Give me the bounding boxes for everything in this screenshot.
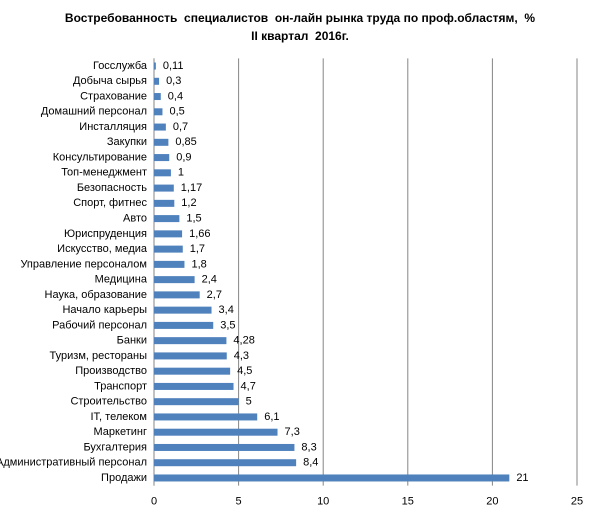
value-label: 0,5: [169, 106, 184, 118]
value-label: 4,7: [241, 380, 256, 392]
value-label: 0,85: [175, 136, 196, 148]
bar: [154, 382, 234, 390]
y-tick-label: Бухгалтерия: [83, 441, 147, 453]
value-label: 4,3: [234, 350, 249, 362]
bar: [154, 352, 227, 360]
value-label: 1,66: [189, 228, 210, 240]
y-tick-label: Инсталляция: [79, 121, 147, 133]
value-label: 5: [246, 396, 252, 408]
bar: [154, 123, 166, 131]
x-tick-label: 20: [486, 496, 498, 508]
y-tick-label: Продажи: [101, 472, 147, 484]
y-tick-label: Банки: [117, 335, 147, 347]
y-tick-label: Управление персоналом: [20, 258, 147, 270]
value-label: 1,7: [190, 243, 205, 255]
value-label: 1,5: [186, 213, 201, 225]
y-tick-label: Госслужба: [93, 60, 148, 72]
bar: [154, 199, 175, 207]
value-label: 8,3: [301, 441, 316, 453]
y-tick-label: IT, телеком: [91, 411, 148, 423]
y-tick-label: Искусство, медиа: [57, 243, 148, 255]
value-label: 3,5: [220, 319, 235, 331]
y-tick-label: Спорт, фитнес: [73, 197, 147, 209]
y-tick-label: Закупки: [107, 136, 147, 148]
value-label: 1,8: [191, 258, 206, 270]
chart-subtitle: II квартал 2016г.: [251, 29, 349, 43]
bar: [154, 77, 160, 85]
y-tick-label: Топ-менеджмент: [61, 167, 147, 179]
value-label: 0,3: [166, 75, 181, 87]
value-label: 7,3: [285, 426, 300, 438]
value-label: 6,1: [264, 411, 279, 423]
bar: [154, 413, 258, 421]
bar: [154, 367, 231, 375]
bar: [154, 62, 156, 70]
bar: [154, 215, 180, 223]
x-tick-label: 0: [151, 496, 157, 508]
y-tick-label: Строительство: [70, 396, 147, 408]
bar: [154, 306, 212, 314]
value-label: 4,28: [233, 335, 254, 347]
value-label: 0,4: [168, 90, 183, 102]
value-label: 0,7: [173, 121, 188, 133]
value-label: 1: [178, 167, 184, 179]
y-tick-label: Юриспруденция: [64, 228, 147, 240]
value-label: 1,2: [181, 197, 196, 209]
y-tick-label: Начало карьеры: [62, 304, 147, 316]
bar: [154, 428, 278, 436]
x-tick-label: 15: [402, 496, 414, 508]
bar: [154, 154, 170, 162]
bar: [154, 169, 171, 177]
y-tick-label: Наука, образование: [45, 289, 147, 301]
bar: [154, 443, 295, 451]
bar: [154, 459, 297, 467]
y-tick-label: Страхование: [80, 90, 147, 102]
x-tick-label: 10: [317, 496, 329, 508]
y-tick-label: Административный персонал: [0, 457, 147, 469]
bar: [154, 260, 185, 268]
value-label: 2,4: [202, 274, 217, 286]
bar: [154, 108, 163, 116]
bar: [154, 474, 510, 482]
y-tick-label: Туризм, рестораны: [50, 350, 148, 362]
bar: [154, 398, 239, 406]
y-tick-label: Консультирование: [53, 151, 147, 163]
chart-title: Востребованность специалистов он-лайн ры…: [65, 11, 535, 25]
bar: [154, 230, 183, 238]
value-label: 1,17: [181, 182, 202, 194]
y-tick-label: Авто: [123, 213, 147, 225]
bar: [154, 276, 195, 284]
y-tick-label: Маркетинг: [94, 426, 147, 438]
y-tick-label: Рабочий персонал: [52, 319, 147, 331]
value-label: 21: [516, 472, 528, 484]
x-tick-label: 5: [236, 496, 242, 508]
value-label: 2,7: [207, 289, 222, 301]
y-tick-label: Домашний персонал: [41, 106, 147, 118]
value-label: 4,5: [237, 365, 252, 377]
bar: [154, 337, 227, 345]
bar: [154, 93, 161, 101]
y-tick-label: Медицина: [95, 274, 148, 286]
value-label: 8,4: [303, 457, 318, 469]
x-tick-label: 25: [571, 496, 583, 508]
y-tick-label: Безопасность: [77, 182, 147, 194]
bar: [154, 291, 200, 299]
bar: [154, 138, 169, 146]
bar: [154, 245, 183, 253]
value-label: 3,4: [219, 304, 234, 316]
value-label: 0,11: [163, 60, 184, 72]
value-label: 0,9: [176, 151, 191, 163]
bar: [154, 184, 174, 192]
y-tick-label: Производство: [75, 365, 147, 377]
bar: [154, 321, 214, 329]
y-tick-label: Транспорт: [94, 380, 147, 392]
y-tick-label: Добыча сырья: [73, 75, 147, 87]
